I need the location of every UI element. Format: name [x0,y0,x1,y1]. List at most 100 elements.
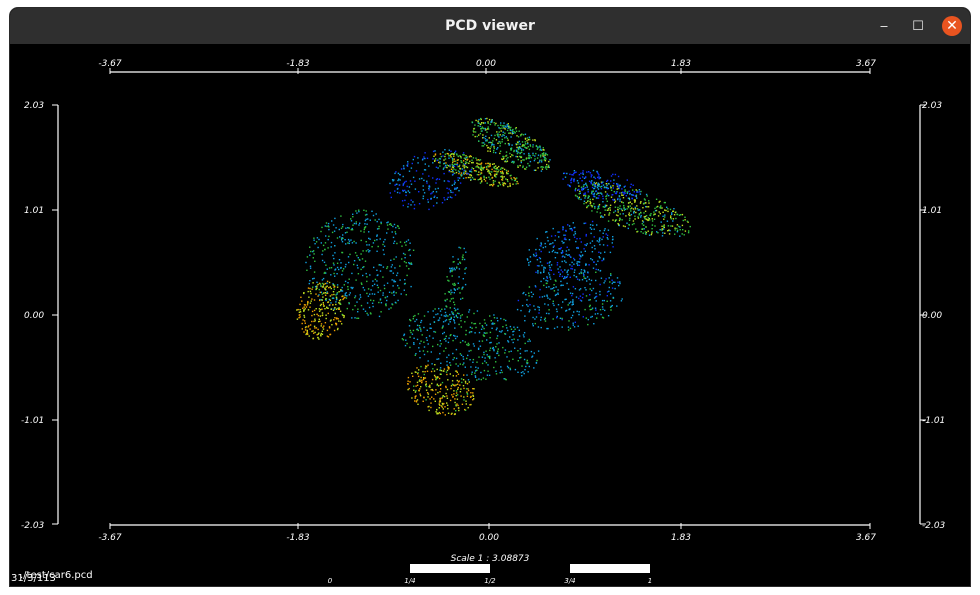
cloud-point [511,131,513,134]
cloud-point [396,191,399,194]
cloud-point [451,166,454,168]
cloud-point [645,218,647,220]
cloud-point [570,181,572,184]
cloud-point [333,308,335,310]
cloud-point [465,155,467,157]
cloud-point [328,326,331,328]
cloud-point [360,239,362,242]
cloud-point [443,402,445,405]
cloud-point [490,341,492,344]
cloud-point [667,230,669,232]
cloud-point [511,178,513,181]
cloud-point [473,131,475,133]
cloud-point [487,165,489,167]
cloud-point [501,127,503,129]
cloud-point [568,239,571,241]
cloud-point [308,282,310,285]
cloud-point [447,192,449,194]
cloud-point [446,298,448,301]
cloud-point [388,291,391,293]
cloud-point [584,192,586,194]
cloud-point [544,317,546,319]
cloud-point [476,165,478,167]
cloud-point [502,167,504,169]
cloud-point [438,401,441,403]
cloud-point [369,219,371,221]
cloud-point [469,155,471,157]
cloud-point [617,211,619,213]
cloud-point [585,289,587,291]
cloud-point [306,256,309,258]
cloud-point [420,365,422,368]
cloud-point [451,394,453,396]
cloud-point [392,285,394,287]
cloud-point [444,311,447,314]
minimize-button[interactable]: ‒ [874,16,894,36]
cloud-point [356,212,358,214]
cloud-point [418,380,421,382]
cloud-point [518,335,521,337]
cloud-point [326,280,329,283]
cloud-point [455,405,457,407]
cloud-point [567,326,570,328]
point-cloud-viewport[interactable]: -3.67 -1.83 0.00 1.83 3.67 -3.67 -1.83 0… [10,44,970,586]
cloud-point [478,171,480,173]
cloud-point [325,298,328,300]
cloud-point [543,277,545,280]
cloud-point [481,180,483,182]
cloud-point [420,319,423,322]
cloud-point [512,183,514,185]
cloud-point [398,184,401,186]
cloud-point [547,327,549,330]
cloud-point [358,209,360,211]
cloud-point [587,323,589,326]
cloud-point [437,313,439,315]
cloud-point [578,264,581,266]
cloud-point [449,269,452,271]
cloud-point [431,192,433,194]
cloud-point [580,186,583,188]
cloud-point [534,322,536,325]
cloud-point [501,135,503,137]
cloud-point [337,318,339,320]
cloud-point [450,289,452,291]
cloud-point [341,270,344,272]
cloud-point [446,388,449,391]
cloud-point [323,325,325,327]
cloud-point [475,166,477,168]
cloud-point [405,244,407,246]
cloud-point [612,185,614,187]
cloud-point [498,140,500,143]
cloud-point [417,373,419,375]
title-bar[interactable]: PCD viewer ‒ ☐ ✕ [10,8,970,44]
cloud-point [420,376,422,379]
cloud-point [415,401,418,403]
cloud-point [322,244,325,247]
cloud-point [478,159,480,162]
cloud-point [446,360,448,363]
cloud-point [407,388,409,391]
cloud-point [595,309,597,311]
cloud-point [604,251,606,253]
cloud-point [450,298,453,300]
cloud-point [502,155,504,158]
cloud-point [480,162,483,164]
cloud-point [407,380,409,382]
cloud-point [464,341,466,343]
cloud-point [599,177,602,179]
cloud-point [613,182,615,185]
close-icon: ✕ [946,18,958,34]
cloud-point [383,245,386,247]
cloud-point [459,292,461,294]
cloud-point [416,338,419,341]
cloud-point [454,152,456,154]
cloud-point [575,194,577,197]
maximize-button[interactable]: ☐ [908,16,928,36]
cloud-point [455,404,457,406]
cloud-point [422,197,424,200]
cloud-point [537,146,539,148]
cloud-point [578,289,581,291]
cloud-point [425,389,428,391]
cloud-point [589,227,592,229]
close-button[interactable]: ✕ [942,16,962,36]
